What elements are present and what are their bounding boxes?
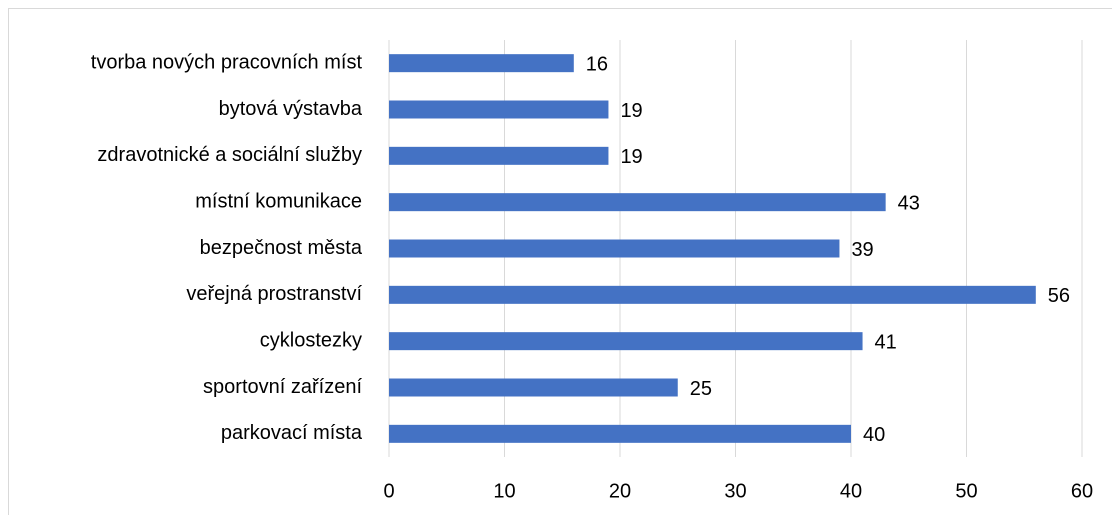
y-tick-label: veřejná prostranství	[186, 283, 362, 305]
x-tick-label: 10	[493, 480, 515, 502]
y-tick-label: bezpečnost města	[200, 237, 363, 259]
bar	[389, 332, 863, 351]
x-tick-label: 30	[724, 480, 746, 502]
y-tick-label: parkovací místa	[221, 422, 363, 444]
x-tick-label: 0	[383, 480, 394, 502]
bar	[389, 146, 609, 165]
value-label: 41	[875, 331, 897, 353]
value-label: 19	[620, 100, 642, 122]
bar	[389, 424, 851, 443]
y-tick-label: bytová výstavba	[219, 98, 363, 120]
y-tick-label: zdravotnické a sociální služby	[97, 144, 362, 166]
y-tick-label: sportovní zařízení	[203, 376, 362, 398]
value-label: 43	[898, 192, 920, 214]
x-tick-label: 20	[609, 480, 631, 502]
value-label: 39	[851, 239, 873, 261]
y-tick-label: cyklostezky	[260, 329, 362, 351]
y-tick-label: místní komunikace	[195, 190, 362, 212]
chart-border	[8, 8, 1112, 515]
bar	[389, 239, 840, 258]
x-tick-label: 40	[840, 480, 862, 502]
value-label: 40	[863, 424, 885, 446]
value-label: 19	[620, 146, 642, 168]
value-label: 16	[586, 53, 608, 75]
value-label: 25	[690, 378, 712, 400]
x-tick-label: 50	[955, 480, 977, 502]
bar	[389, 378, 678, 397]
bar	[389, 54, 574, 73]
bar	[389, 285, 1036, 304]
x-tick-label: 60	[1071, 480, 1093, 502]
y-tick-label: tvorba nových pracovních míst	[91, 51, 363, 73]
value-label: 56	[1048, 285, 1070, 307]
bar	[389, 193, 886, 212]
bar	[389, 100, 609, 119]
